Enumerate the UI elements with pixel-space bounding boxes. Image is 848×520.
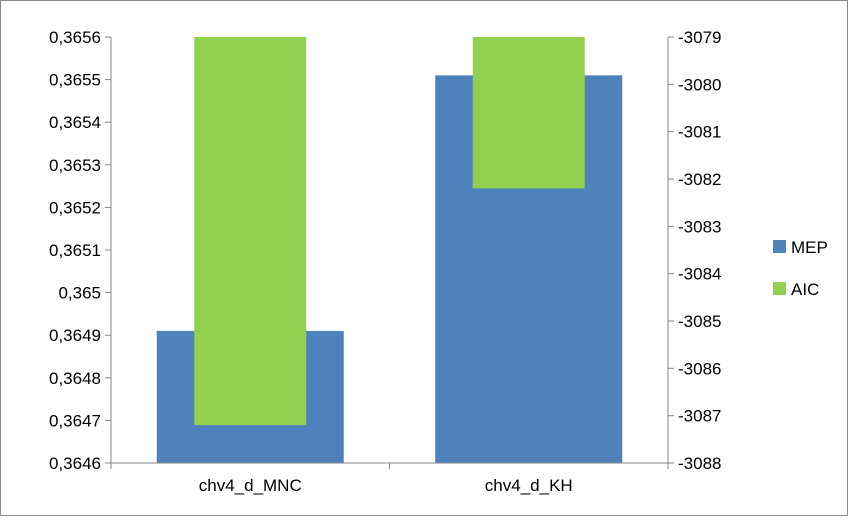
left-tick-label: 0,3656 [49,28,101,47]
left-tick-label: 0,365 [58,284,101,303]
legend-swatch-aic [773,282,786,295]
legend-label-aic: AIC [791,280,819,299]
left-tick-label: 0,3651 [49,241,101,260]
left-tick-label: 0,3647 [49,411,101,430]
right-axis-ticks: -3088 -3087 -3086 -3085 -3084 -3083 -3082 -3081… [668,28,721,473]
left-tick-label: 0,3649 [49,326,101,345]
x-category-label: chv4_d_KH [485,476,573,495]
right-tick-label: -3082 [678,170,721,189]
left-tick-label: 0,3646 [49,454,101,473]
right-tick-label: -3086 [678,359,721,378]
right-tick-label: -3079 [678,28,721,47]
right-tick-label: -3084 [678,265,721,284]
x-axis-ticks: chv4_d_MNC chv4_d_KH [110,463,669,495]
legend: MEP AIC [773,238,828,299]
right-tick-label: -3085 [678,312,721,331]
bar-aic-0 [194,37,307,426]
left-tick-label: 0,3648 [49,369,101,388]
left-tick-label: 0,3653 [49,156,101,175]
x-category-label: chv4_d_MNC [199,476,302,495]
right-tick-label: -3083 [678,217,721,236]
bar-aic-1 [472,37,585,189]
right-tick-label: -3081 [678,123,721,142]
bars-layer [156,37,623,463]
left-axis-ticks: 0,3646 0,3647 0,3648 0,3649 0,365 0,3651 0,365… [49,28,111,473]
left-tick-label: 0,3654 [49,113,101,132]
right-tick-label: -3080 [678,75,721,94]
legend-label-mep: MEP [791,238,828,257]
right-tick-label: -3088 [678,454,721,473]
legend-swatch-mep [773,240,786,253]
left-tick-label: 0,3652 [49,198,101,217]
left-tick-label: 0,3655 [49,71,101,90]
right-tick-label: -3087 [678,407,721,426]
